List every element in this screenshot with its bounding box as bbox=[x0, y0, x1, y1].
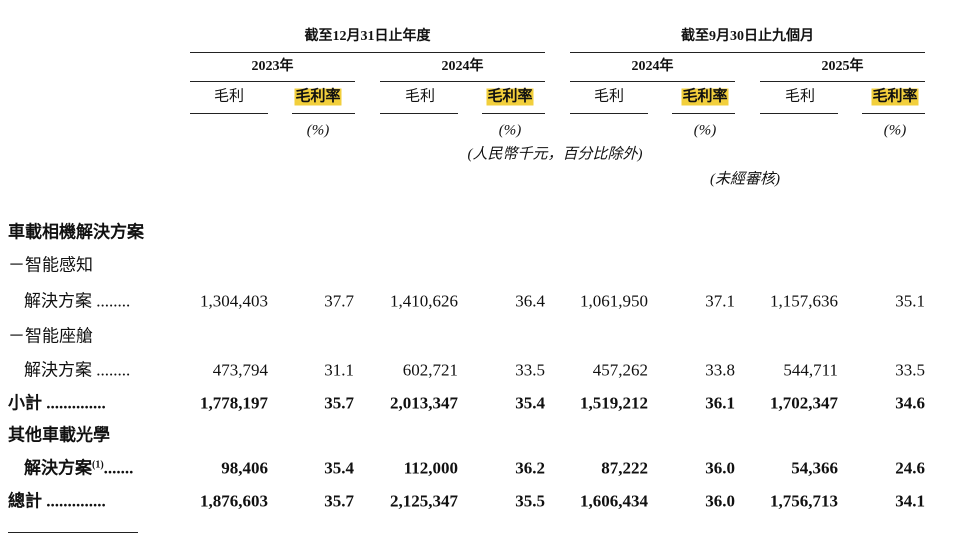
row-label: 車載相機解決方案 bbox=[8, 222, 144, 242]
cell-value: 35.1 bbox=[895, 291, 925, 311]
year-header: 2024年 bbox=[631, 59, 674, 74]
column-rule bbox=[482, 113, 545, 114]
audit-note: (未經審核) bbox=[710, 171, 780, 188]
row-label: 解決方案 ........ bbox=[24, 360, 131, 380]
group-header: 截至9月30日止九個月 bbox=[681, 29, 814, 44]
column-header: 毛利 bbox=[404, 88, 436, 105]
cell-value: 87,222 bbox=[601, 458, 648, 478]
year-rule bbox=[190, 81, 355, 82]
cell-value: 98,406 bbox=[221, 458, 268, 478]
year-rule bbox=[570, 81, 735, 82]
cell-value: 24.6 bbox=[895, 458, 925, 478]
group-rule bbox=[570, 52, 925, 53]
cell-value: 36.4 bbox=[515, 291, 545, 311]
year-header: 2024年 bbox=[441, 59, 484, 74]
cell-value: 33.5 bbox=[895, 360, 925, 380]
group-header: 截至12月31日止年度 bbox=[304, 29, 431, 44]
row-label: 解決方案(1)....... bbox=[24, 458, 134, 478]
cell-value: 33.8 bbox=[705, 360, 735, 380]
cell-value: 2,013,347 bbox=[390, 393, 458, 413]
cell-value: 35.7 bbox=[324, 491, 354, 511]
column-rule bbox=[760, 113, 838, 114]
cell-value: 34.1 bbox=[895, 491, 925, 511]
year-rule bbox=[380, 81, 545, 82]
cell-value: 1,410,626 bbox=[390, 291, 458, 311]
cell-value: 35.5 bbox=[515, 491, 545, 511]
cell-value: 35.4 bbox=[324, 458, 354, 478]
cell-value: 36.0 bbox=[705, 458, 735, 478]
currency-note: (人民幣千元，百分比除外) bbox=[467, 146, 643, 163]
cell-value: 37.7 bbox=[324, 291, 354, 311]
row-label: 總計 .............. bbox=[8, 491, 106, 511]
cell-value: 112,000 bbox=[403, 458, 458, 478]
cell-value: 2,125,347 bbox=[390, 491, 458, 511]
column-rule bbox=[380, 113, 458, 114]
row-label: 小計 .............. bbox=[8, 393, 106, 413]
cell-value: 1,157,636 bbox=[770, 291, 838, 311]
column-rule bbox=[292, 113, 355, 114]
cell-value: 602,721 bbox=[402, 360, 458, 380]
column-rule bbox=[190, 113, 268, 114]
column-header: 毛利率 bbox=[486, 88, 534, 106]
cell-value: 1,702,347 bbox=[770, 393, 838, 413]
cell-value: 34.6 bbox=[895, 393, 925, 413]
cell-value: 33.5 bbox=[515, 360, 545, 380]
year-header: 2023年 bbox=[251, 59, 294, 74]
cell-value: 1,606,434 bbox=[580, 491, 648, 511]
row-label: 解決方案 ........ bbox=[24, 291, 131, 311]
cell-value: 36.2 bbox=[515, 458, 545, 478]
unit-label: (%) bbox=[498, 122, 522, 139]
column-header: 毛利 bbox=[593, 88, 625, 105]
cell-value: 36.0 bbox=[705, 491, 735, 511]
column-rule bbox=[570, 113, 648, 114]
column-header: 毛利率 bbox=[871, 88, 919, 106]
unit-label: (%) bbox=[693, 122, 717, 139]
cell-value: 1,304,403 bbox=[200, 291, 268, 311]
year-rule bbox=[760, 81, 925, 82]
group-rule bbox=[190, 52, 545, 53]
unit-label: (%) bbox=[883, 122, 907, 139]
row-label: －智能感知 bbox=[8, 255, 93, 275]
row-label: －智能座艙 bbox=[8, 326, 93, 346]
footnote-rule bbox=[8, 532, 138, 533]
cell-value: 457,262 bbox=[592, 360, 648, 380]
leader-dots: ....... bbox=[103, 458, 134, 478]
cell-value: 544,711 bbox=[783, 360, 838, 380]
column-header: 毛利率 bbox=[294, 88, 342, 106]
cell-value: 1,519,212 bbox=[580, 393, 648, 413]
column-rule bbox=[862, 113, 925, 114]
cell-value: 1,756,713 bbox=[770, 491, 838, 511]
column-rule bbox=[672, 113, 735, 114]
cell-value: 1,061,950 bbox=[580, 291, 648, 311]
cell-value: 54,366 bbox=[791, 458, 838, 478]
unit-label: (%) bbox=[306, 122, 330, 139]
cell-value: 31.1 bbox=[324, 360, 354, 380]
cell-value: 35.4 bbox=[515, 393, 545, 413]
column-header: 毛利 bbox=[213, 88, 245, 105]
cell-value: 37.1 bbox=[705, 291, 735, 311]
cell-value: 1,876,603 bbox=[200, 491, 268, 511]
column-header: 毛利率 bbox=[681, 88, 729, 106]
row-label: 其他車載光學 bbox=[8, 425, 110, 445]
cell-value: 1,778,197 bbox=[200, 393, 268, 413]
cell-value: 35.7 bbox=[324, 393, 354, 413]
column-header: 毛利 bbox=[784, 88, 816, 105]
cell-value: 36.1 bbox=[705, 393, 735, 413]
footnote-ref: (1) bbox=[92, 459, 104, 471]
year-header: 2025年 bbox=[821, 59, 864, 74]
cell-value: 473,794 bbox=[212, 360, 268, 380]
